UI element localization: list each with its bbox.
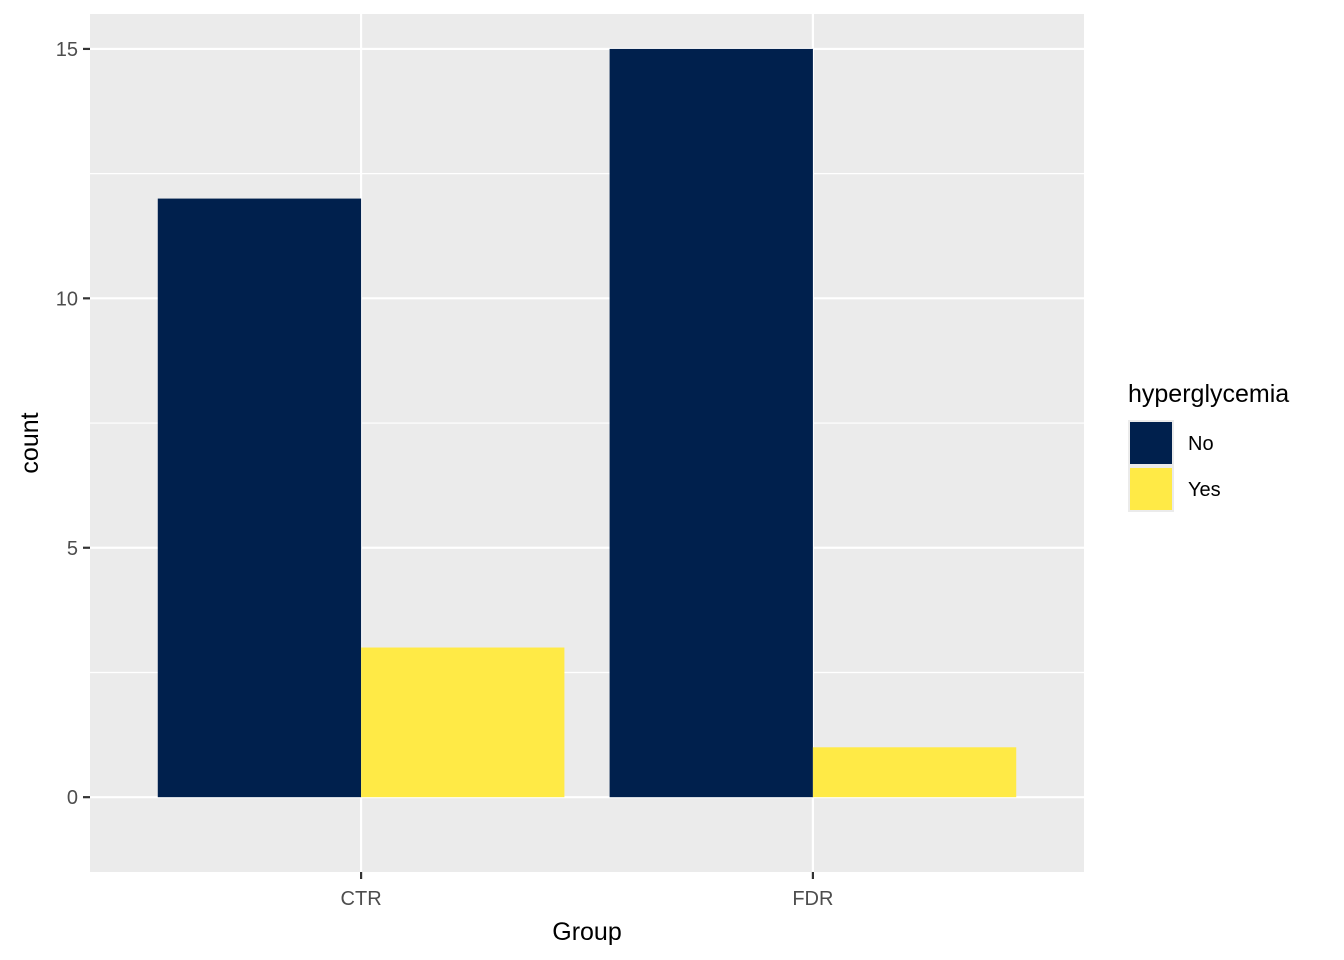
bar-fdr-no (609, 48, 813, 798)
x-axis: CTR FDR (341, 872, 833, 910)
y-tick-label: 0 (67, 787, 78, 809)
legend-label-yes: Yes (1188, 479, 1221, 501)
x-axis-title: Group (552, 918, 621, 946)
y-axis: 0 5 10 15 (56, 39, 90, 809)
legend-label-no: No (1188, 433, 1214, 455)
bar-ctr-yes (361, 647, 565, 798)
bars-group (157, 48, 1017, 798)
y-tick-label: 10 (56, 288, 78, 310)
legend-swatch-yes (1130, 468, 1172, 510)
bar-ctr-no (157, 198, 362, 798)
y-tick-label: 15 (56, 39, 78, 61)
legend: hyperglycemia No Yes (1128, 380, 1289, 512)
y-tick-label: 5 (67, 538, 78, 560)
x-tick-label-fdr: FDR (792, 888, 833, 910)
bar-fdr-yes (812, 747, 1017, 798)
legend-title: hyperglycemia (1128, 380, 1289, 408)
y-axis-title: count (16, 412, 44, 473)
legend-swatch-no (1130, 422, 1172, 464)
x-tick-label-ctr: CTR (341, 888, 382, 910)
